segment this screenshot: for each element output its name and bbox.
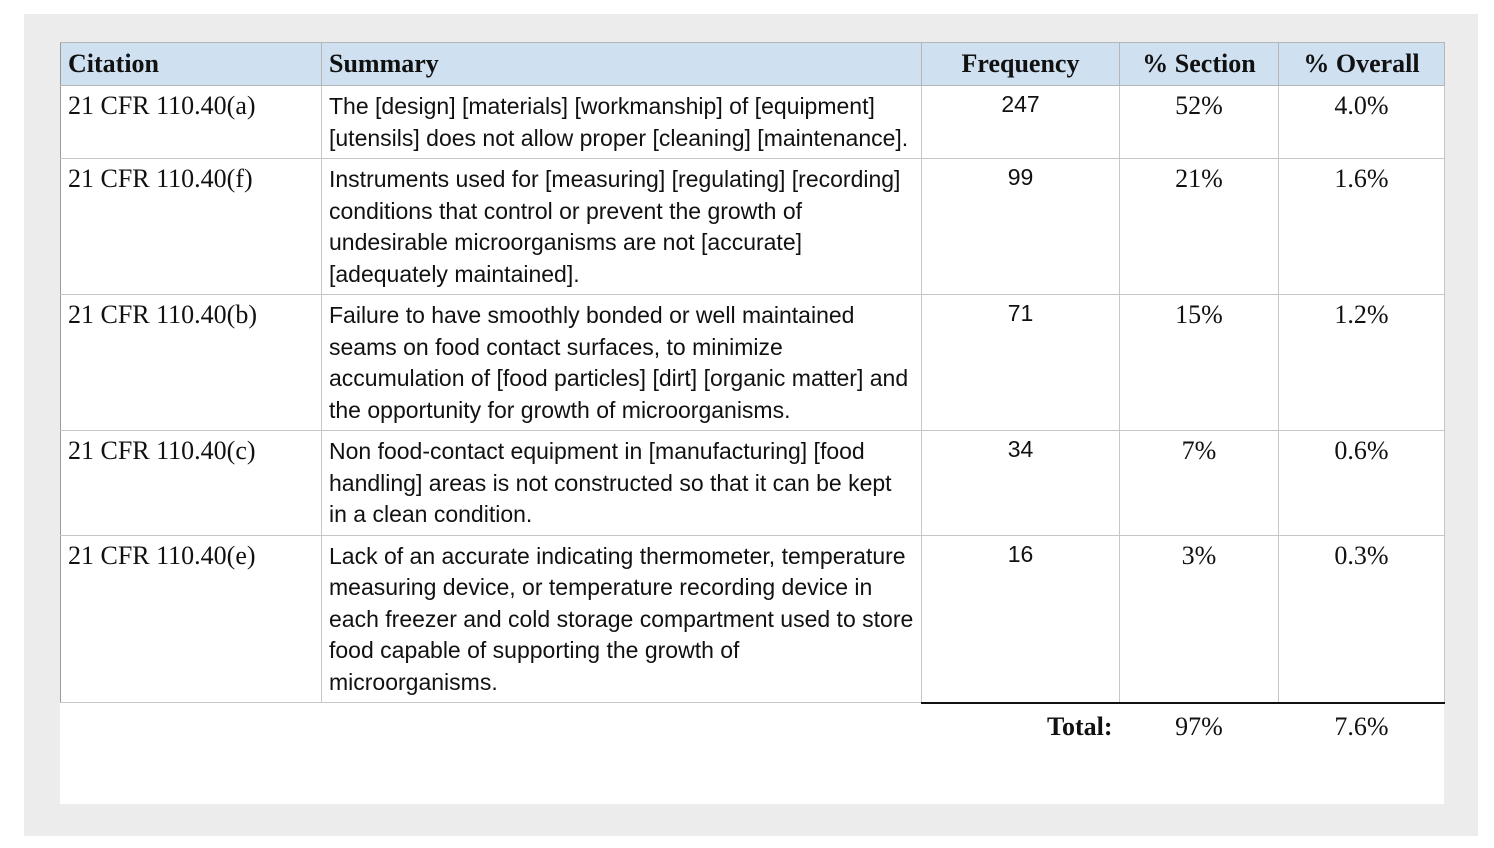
summary-cell: The [design] [materials] [workmanship] o… [321, 85, 922, 159]
pct-overall-cell: 1.2% [1278, 294, 1445, 431]
citation-cell: 21 CFR 110.40(f) [60, 158, 322, 295]
table-row: 21 CFR 110.40(c) Non food-contact equipm… [60, 430, 1445, 536]
table-row: 21 CFR 110.40(a) The [design] [materials… [60, 85, 1445, 159]
total-spacer [322, 703, 922, 750]
total-pct-section: 97% [1119, 701, 1279, 750]
frequency-cell: 71 [921, 294, 1120, 431]
pct-section-cell: 52% [1119, 85, 1279, 159]
pct-overall-cell: 1.6% [1278, 158, 1445, 295]
frequency-cell: 247 [921, 85, 1120, 159]
pct-section-cell: 7% [1119, 430, 1279, 536]
header-citation: Citation [60, 42, 322, 86]
frequency-cell: 34 [921, 430, 1120, 536]
pct-overall-cell: 0.6% [1278, 430, 1445, 536]
total-label: Total: [921, 701, 1120, 750]
pct-section-cell: 15% [1119, 294, 1279, 431]
header-pct-section: % Section [1119, 42, 1279, 86]
citation-cell: 21 CFR 110.40(b) [60, 294, 322, 431]
citation-cell: 21 CFR 110.40(c) [60, 430, 322, 536]
table-row: 21 CFR 110.40(e) Lack of an accurate ind… [60, 534, 1445, 703]
header-row: Citation Summary Frequency % Section % O… [60, 42, 1445, 86]
pct-overall-cell: 0.3% [1278, 534, 1445, 703]
total-row: Total: 97% 7.6% [61, 701, 1445, 750]
summary-cell: Lack of an accurate indicating thermomet… [321, 534, 922, 703]
table-row: 21 CFR 110.40(b) Failure to have smoothl… [60, 294, 1445, 431]
citation-table: Citation Summary Frequency % Section % O… [60, 42, 1445, 750]
pct-section-cell: 3% [1119, 534, 1279, 703]
summary-cell: Non food-contact equipment in [manufactu… [321, 430, 922, 536]
pct-section-cell: 21% [1119, 158, 1279, 295]
header-pct-overall: % Overall [1278, 42, 1445, 86]
header-frequency: Frequency [921, 42, 1120, 86]
summary-cell: Instruments used for [measuring] [regula… [321, 158, 922, 295]
citation-cell: 21 CFR 110.40(e) [60, 534, 322, 703]
header-summary: Summary [321, 42, 922, 86]
frequency-cell: 99 [921, 158, 1120, 295]
frequency-cell: 16 [921, 534, 1120, 703]
pct-overall-cell: 4.0% [1278, 85, 1445, 159]
citation-cell: 21 CFR 110.40(a) [60, 85, 322, 159]
total-pct-overall: 7.6% [1278, 701, 1445, 750]
total-spacer [61, 703, 322, 750]
summary-cell: Failure to have smoothly bonded or well … [321, 294, 922, 431]
table-row: 21 CFR 110.40(f) Instruments used for [m… [60, 158, 1445, 295]
